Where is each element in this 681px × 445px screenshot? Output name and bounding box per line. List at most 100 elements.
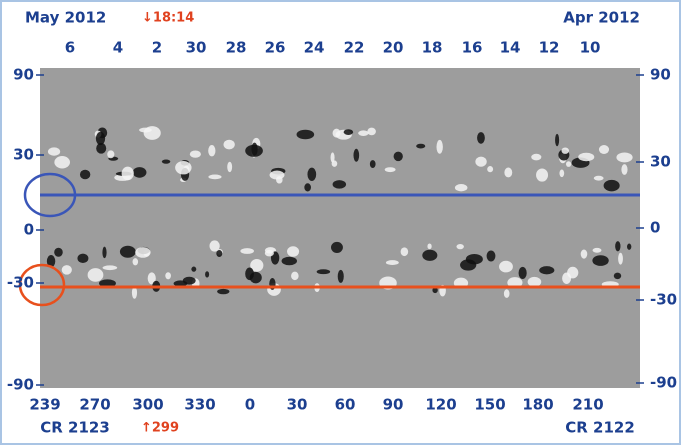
longitude-label: 300 [132,396,163,414]
longitude-label: 120 [425,396,456,414]
region [133,167,147,178]
right-tick-label: 0 [650,219,660,237]
region [344,129,353,135]
region [422,250,437,261]
day-label: 12 [539,39,560,57]
region [240,248,254,254]
region [567,267,578,279]
region [358,130,368,136]
region [216,250,222,257]
region [477,132,485,144]
longitude-label: 0 [245,396,255,414]
region [62,265,72,274]
day-label: 20 [383,39,404,57]
region [175,161,191,174]
region [394,152,403,161]
region [616,152,632,162]
region [427,243,431,249]
region [621,164,627,175]
region [54,156,70,168]
region [103,265,118,270]
region [287,246,299,256]
right-tick-label: 30 [650,153,671,171]
longitude-label: 239 [29,396,60,414]
longitude-label: 180 [522,396,553,414]
region [578,153,594,161]
region [353,149,359,162]
region [205,271,209,277]
region [107,150,114,158]
day-label: 10 [580,39,601,57]
bottom-marker: ↑299 [141,421,179,436]
region [224,140,235,150]
region [122,167,134,181]
region [466,254,483,264]
day-label: 18 [422,39,443,57]
region [245,268,254,281]
region [504,168,512,178]
region [291,272,299,280]
region [456,244,463,249]
left-tick-label: 90 [13,66,34,84]
region [581,250,588,259]
region [48,147,60,155]
region [385,167,396,172]
region [555,134,559,146]
magnetogram [40,68,640,388]
region [54,248,63,257]
region [487,166,493,172]
region [77,254,88,263]
region [297,130,315,140]
longitude-label: 90 [383,396,404,414]
region [593,248,602,253]
region [331,152,335,162]
region [190,150,201,157]
day-label: 26 [265,39,286,57]
region [599,145,609,154]
region [487,251,496,262]
region [208,145,215,156]
day-label: 30 [186,39,207,57]
left-tick-label: -90 [7,376,34,394]
region [331,242,343,253]
region [455,184,468,191]
region [88,268,104,282]
region [333,129,341,138]
region [519,267,527,279]
region [367,128,376,136]
left-tick-label: 30 [13,146,34,164]
left-tick-label: -30 [7,274,34,292]
top-left-title: May 2012 [25,9,106,27]
top-marker: ↓18:14 [142,11,194,26]
region [401,247,409,256]
region [282,257,297,266]
region [504,289,510,298]
region [317,269,330,274]
right-tick-label: -90 [650,374,677,392]
region [217,289,229,294]
region [80,170,90,180]
longitude-label: 210 [572,396,603,414]
region [102,247,106,258]
day-label: 6 [65,39,75,57]
region [338,270,344,283]
region [245,145,263,157]
region [133,258,139,265]
region [604,180,620,191]
longitude-label: 30 [287,396,308,414]
longitude-label: 270 [79,396,110,414]
region [183,277,196,285]
region [333,180,346,189]
region [135,247,150,258]
region [227,162,232,172]
region [307,168,316,181]
top-right-title: Apr 2012 [563,9,640,27]
region [162,160,170,164]
region [191,267,196,272]
region [615,241,620,251]
region [265,250,274,257]
left-rotation: CR 2123 [40,419,110,437]
longitude-label: 150 [474,396,505,414]
region [436,140,442,154]
region [208,174,221,179]
